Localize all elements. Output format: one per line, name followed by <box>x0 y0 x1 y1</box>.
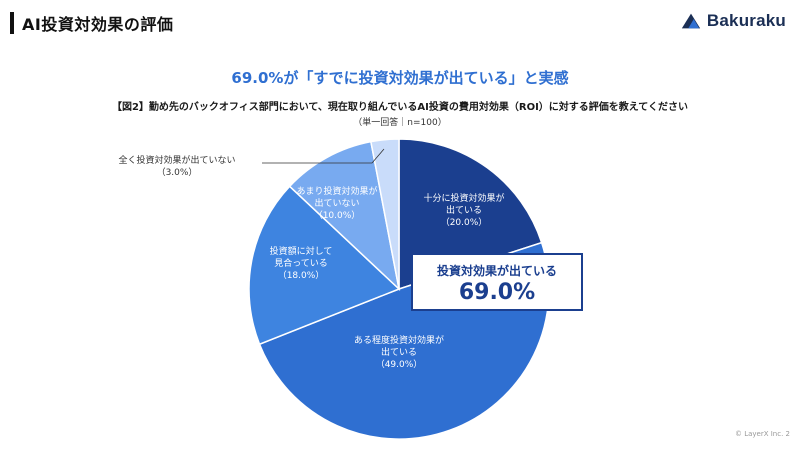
pie-slice-1 <box>398 138 543 291</box>
copyright-footer: © LayerX Inc. 2 <box>734 430 790 438</box>
pie-slice-4 <box>288 140 401 292</box>
slice-label-5: 全く投資対効果が出ていない（3.0%） <box>118 154 235 178</box>
leader-line <box>262 148 385 164</box>
summary-callout: 投資対効果が出ている 69.0% <box>411 253 583 311</box>
slice-label-1: 十分に投資対効果が出ている（20.0%） <box>423 192 504 228</box>
pie-slice-3 <box>248 185 401 346</box>
slice-label-3: 投資額に対して見合っている（18.0%） <box>270 245 333 281</box>
slice-label-4: あまり投資対効果が出ていない（10.0%） <box>296 185 377 221</box>
pie-slice-5 <box>370 138 400 290</box>
brand-logo: Bakuraku <box>680 10 786 32</box>
sample-note: （単一回答｜n=100） <box>353 118 447 128</box>
callout-value: 69.0% <box>458 280 536 305</box>
logo-text: Bakuraku <box>706 11 786 30</box>
slide-title: AI投資対効果の評価 <box>22 15 174 34</box>
title-accent-bar <box>10 12 14 34</box>
slice-label-2: ある程度投資対効果が出ている（49.0%） <box>354 334 444 370</box>
headline: 69.0%が「すでに投資対効果が出ている」と実感 <box>231 69 569 87</box>
callout-label: 投資対効果が出ている <box>436 264 557 278</box>
survey-question: 【図2】勤め先のバックオフィス部門において、現在取り組んでいるAI投資の費用対効… <box>111 102 689 113</box>
bakuraku-logo-icon <box>681 13 701 29</box>
